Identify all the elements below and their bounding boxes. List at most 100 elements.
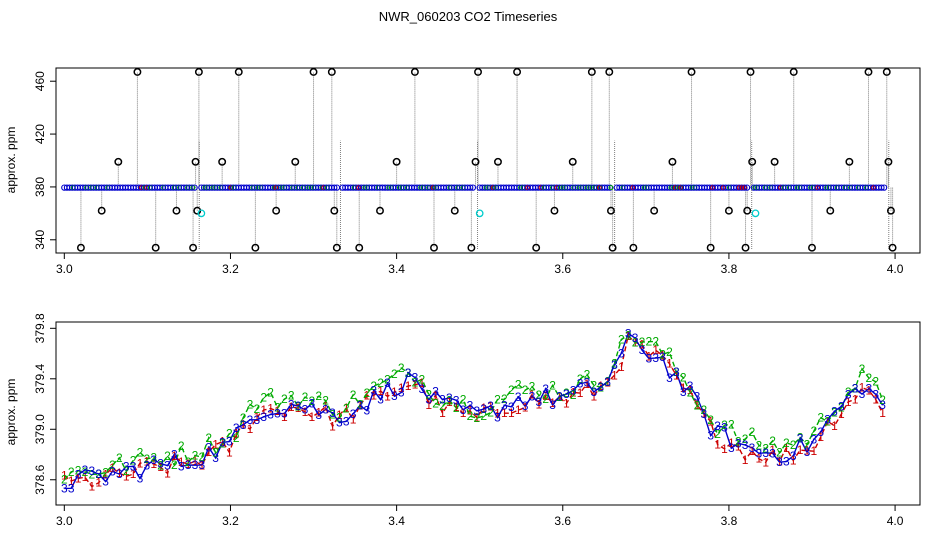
series-mark-1: 1 [838, 407, 845, 421]
series-mark-3: 3 [357, 399, 364, 413]
series-mark-2: 2 [872, 375, 879, 389]
series-mark-2: 2 [460, 392, 467, 406]
series-mark-1: 1 [487, 399, 494, 413]
series-mark-1: 1 [315, 406, 322, 420]
series-mark-3: 3 [460, 403, 467, 417]
outlier-point [251, 243, 260, 252]
series-mark-1: 1 [508, 406, 515, 420]
series-mark-2: 2 [336, 411, 343, 425]
series-mark-3: 3 [700, 407, 707, 421]
series-mark-1: 1 [783, 441, 790, 455]
series-mark-1: 1 [377, 384, 384, 398]
series-mark-2: 2 [274, 400, 281, 414]
top-panel: 3.0 3.2 3.4 3.6 3.8 4.0 340 380 420 460 approx. p… [4, 67, 921, 276]
series-mark-3: 3 [412, 371, 419, 385]
y-tick-label: 379.8 [33, 313, 47, 343]
series-mark-3: 3 [192, 458, 199, 472]
series-mark-1: 1 [192, 454, 199, 468]
baseline-point-red [720, 185, 726, 190]
x-tick-label: 3.6 [554, 514, 571, 528]
series-mark-2: 2 [535, 388, 542, 402]
outlier-point [474, 68, 482, 76]
series-mark-1: 1 [185, 457, 192, 471]
series-mark-3: 3 [88, 464, 95, 478]
series-mark-2: 2 [233, 431, 240, 445]
outlier-point [888, 243, 897, 252]
series-mark-2: 2 [123, 464, 130, 478]
cyan-point [751, 209, 760, 218]
series-mark-3: 3 [831, 404, 838, 418]
series-mark-3: 3 [611, 358, 618, 372]
series-mark-1: 1 [700, 407, 707, 421]
series-mark-1: 1 [267, 401, 274, 415]
baseline-point-green [608, 185, 614, 191]
outlier-point [687, 68, 696, 76]
series-mark-2: 2 [343, 401, 350, 415]
baseline-point-red [739, 185, 745, 190]
series-mark-3: 3 [824, 413, 831, 427]
series-mark-1: 1 [879, 406, 886, 420]
series-mark-3: 3 [776, 455, 783, 469]
series-mark-3: 3 [604, 375, 611, 389]
series-mark-3: 3 [350, 407, 357, 421]
outlier-point [189, 243, 198, 252]
series-mark-1: 1 [247, 422, 254, 436]
series-mark-3: 3 [102, 474, 109, 488]
series-mark-2: 2 [171, 458, 178, 472]
series-mark-1: 1 [398, 381, 405, 395]
series-mark-3: 3 [597, 380, 604, 394]
series-mark-3: 3 [852, 382, 859, 396]
series-mark-1: 1 [130, 467, 137, 481]
series-mark-3: 3 [205, 440, 212, 454]
series-mark-1: 1 [446, 395, 453, 409]
series-mark-2: 2 [391, 367, 398, 381]
series-mark-2: 2 [309, 394, 316, 408]
series-mark-3: 3 [563, 387, 570, 401]
series-mark-3: 3 [219, 435, 226, 449]
series-mark-3: 3 [817, 425, 824, 439]
series-mark-1: 1 [811, 444, 818, 458]
series-line-2 [63, 334, 884, 481]
x-tick-label: 3.8 [721, 514, 738, 528]
series-mark-1: 1 [350, 413, 357, 427]
series-mark-3: 3 [515, 390, 522, 404]
series-mark-1: 1 [432, 388, 439, 402]
cyan-point [475, 209, 484, 218]
series-mark-2: 2 [817, 411, 824, 425]
outlier-point [133, 68, 142, 76]
series-mark-3: 3 [247, 413, 254, 427]
outlier-point [605, 68, 614, 76]
series-mark-3: 3 [198, 458, 205, 472]
series-mark-2: 2 [852, 381, 859, 395]
series-mark-2: 2 [811, 424, 818, 438]
baseline-point [880, 184, 888, 191]
series-mark-3: 3 [171, 447, 178, 461]
series-mark-1: 1 [590, 390, 597, 404]
series-mark-1: 1 [219, 435, 226, 449]
series-mark-3: 3 [721, 420, 728, 434]
series-mark-3: 3 [240, 418, 247, 432]
series-mark-3: 3 [233, 421, 240, 435]
series-mark-1: 1 [769, 443, 776, 457]
series-mark-3: 3 [811, 432, 818, 446]
x-tick-label: 3.2 [222, 514, 239, 528]
series-mark-3: 3 [790, 449, 797, 463]
outlier-point [770, 157, 779, 166]
series-mark-2: 2 [164, 449, 171, 463]
series-mark-2: 2 [597, 380, 604, 394]
series-mark-2: 2 [205, 431, 212, 445]
series-mark-2: 2 [494, 392, 501, 406]
series-mark-3: 3 [735, 436, 742, 450]
y-tick-label: 379.4 [33, 363, 47, 393]
series-mark-2: 2 [439, 399, 446, 413]
series-mark-1: 1 [164, 466, 171, 480]
series-mark-2: 2 [645, 335, 652, 349]
series-mark-3: 3 [859, 387, 866, 401]
series-mark-3: 3 [762, 446, 769, 460]
series-mark-3: 3 [680, 385, 687, 399]
series-mark-1: 1 [460, 406, 467, 420]
series-mark-1: 1 [755, 452, 762, 466]
series-mark-1: 1 [639, 338, 646, 352]
series-mark-2: 2 [549, 378, 556, 392]
top-panel-cyan-points [197, 209, 760, 218]
